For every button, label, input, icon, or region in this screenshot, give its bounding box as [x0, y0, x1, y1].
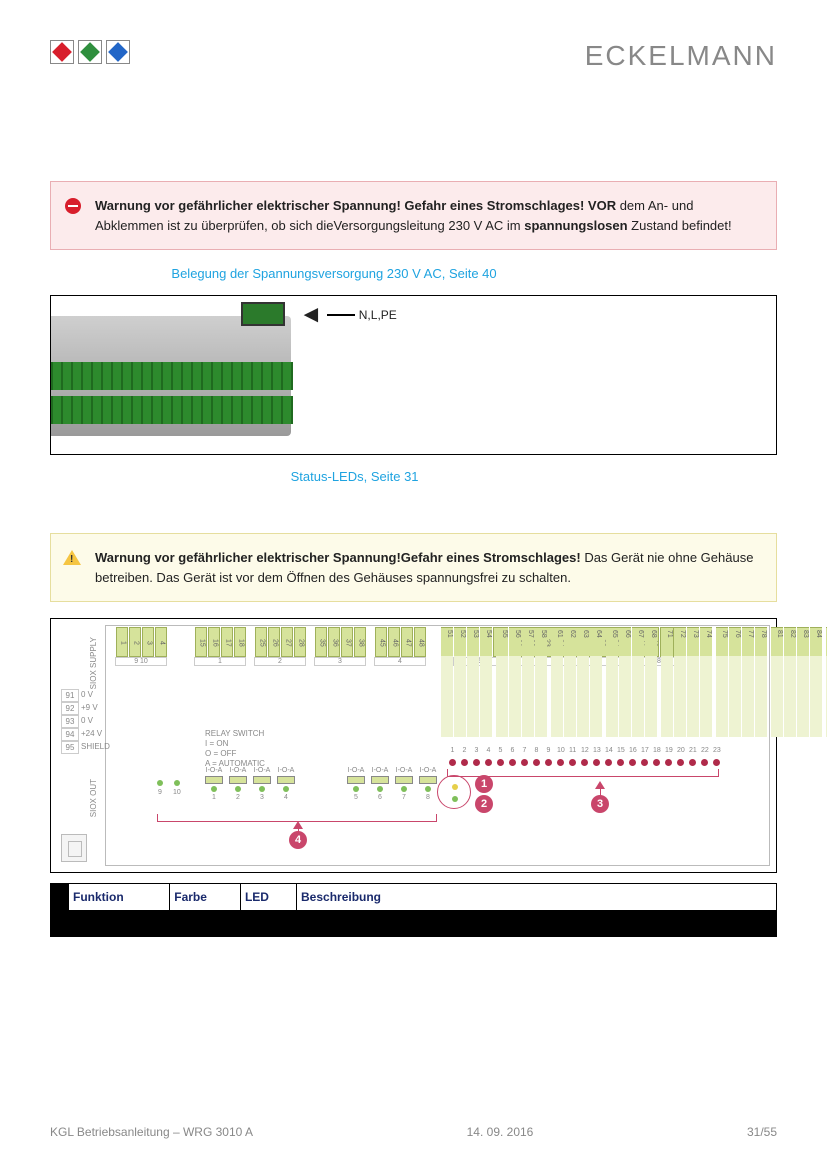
- side-label-out: SIOX OUT: [89, 779, 98, 817]
- led-numbers: 1234567891011121314151617181920212223: [449, 747, 720, 754]
- led-dots: [449, 759, 720, 766]
- table-row: [51, 911, 777, 937]
- terminal-row-1: [50, 362, 293, 390]
- logo-sq-blue: [106, 40, 130, 64]
- long-strips: 5152535455565758616263646566676871727374…: [441, 627, 827, 737]
- ioa-row-2: I-O-A5I-O-A6I-O-A7I-O-A8: [347, 767, 437, 801]
- device-photo: ◄ N,L,PE: [50, 295, 777, 455]
- th-funktion: Funktion: [69, 884, 170, 911]
- footer-right: 31/55: [747, 1125, 777, 1139]
- link-supply[interactable]: Belegung der Spannungsversorgung 230 V A…: [171, 266, 496, 281]
- th-beschreibung: Beschreibung: [297, 884, 777, 911]
- arrow-left-icon: ◄: [299, 308, 323, 322]
- callout-1: 1: [475, 775, 493, 793]
- side-pins: 910 V92+9 V930 V94+24 V95SHIELD: [61, 689, 110, 754]
- section-name: Spannungsversorgung: [96, 152, 260, 169]
- th-farbe: Farbe: [170, 884, 241, 911]
- callout-4: 4: [289, 831, 307, 849]
- detail-para-2: Details zu den Status-LEDs siehe Kapitel…: [50, 469, 777, 484]
- dots-9-10: 9 10: [157, 774, 181, 796]
- brand-text: ECKELMANN: [585, 40, 777, 72]
- led-table: Funktion Farbe LED Beschreibung: [50, 883, 777, 937]
- table-header-row: Funktion Farbe LED Beschreibung: [51, 884, 777, 911]
- warn-icon: [63, 550, 81, 565]
- terminal-row-2: [50, 396, 293, 424]
- led-diagram: SIOX SUPPLY SIOX OUT 910 V92+9 V930 V94+…: [50, 618, 777, 873]
- ioa-row-1: I-O-A1I-O-A2I-O-A3I-O-A4: [205, 767, 295, 801]
- forbid-icon: [65, 198, 81, 214]
- section-name: Status-LEDs: [96, 504, 185, 521]
- section-num: 5.4.2: [50, 504, 83, 521]
- supply-plug: [241, 302, 285, 326]
- callout-2: 2: [475, 795, 493, 813]
- alert-warning: Warnung vor gefährlicher elektrischer Sp…: [50, 533, 777, 602]
- logo-squares: [50, 40, 132, 64]
- logo-sq-red: [50, 40, 74, 64]
- th-led: LED: [240, 884, 296, 911]
- arrow-3-icon: [595, 781, 605, 789]
- alert-text: Warnung vor gefährlicher elektrischer Sp…: [95, 550, 753, 585]
- detail-para-1: Details siehe Kapitel Belegung der Spann…: [50, 266, 777, 281]
- side-jack: [61, 834, 87, 862]
- callout-circle: [437, 775, 471, 809]
- link-leds[interactable]: Status-LEDs, Seite 31: [291, 469, 419, 484]
- section-title-1: 5.4.1 Spannungsversorgung: [50, 152, 777, 169]
- page-header: ECKELMANN: [50, 40, 777, 72]
- side-label-supply: SIOX SUPPLY: [89, 637, 98, 689]
- section-title-2: 5.4.2 Status-LEDs: [50, 504, 777, 521]
- page-footer: KGL Betriebsanleitung – WRG 3010 A 14. 0…: [50, 1125, 777, 1139]
- nlpe-label: ◄ N,L,PE: [299, 308, 397, 322]
- alert-danger: Warnung vor gefährlicher elektrischer Sp…: [50, 181, 777, 250]
- footer-left: KGL Betriebsanleitung – WRG 3010 A: [50, 1125, 253, 1139]
- logo-sq-green: [78, 40, 102, 64]
- relay-legend: RELAY SWITCH I = ON O = OFF A = AUTOMATI…: [205, 729, 265, 769]
- footer-mid: 14. 09. 2016: [467, 1125, 534, 1139]
- section-num: 5.4.1: [50, 152, 83, 169]
- alert-text: Warnung vor gefährlicher elektrischer Sp…: [95, 198, 732, 233]
